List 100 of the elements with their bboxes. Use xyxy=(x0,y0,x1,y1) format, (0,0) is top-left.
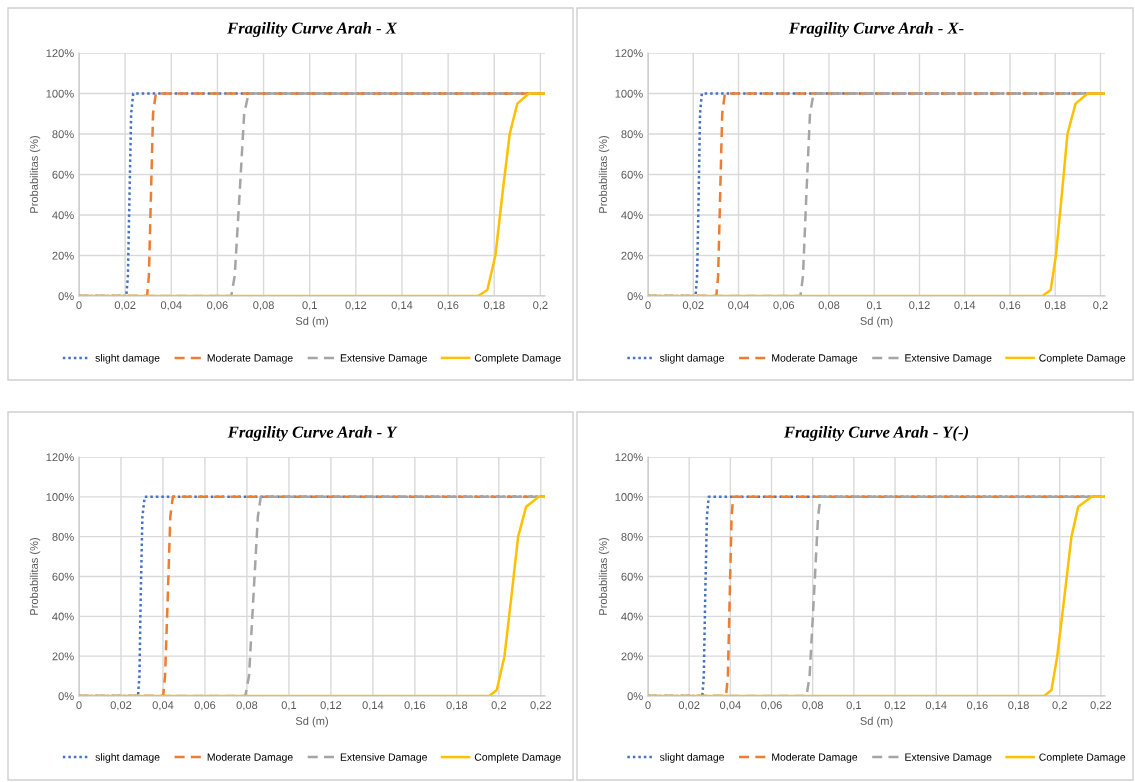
legend-label: Moderate Damage xyxy=(207,753,293,763)
x-tick-label: 0,12 xyxy=(320,701,342,711)
legend-label: Extensive Damage xyxy=(340,753,427,763)
x-tick-label: 0,08 xyxy=(802,701,824,711)
y-tick-label: 40% xyxy=(621,612,643,621)
x-tick-label: 0,1 xyxy=(866,301,882,311)
y-tick-label: 80% xyxy=(52,532,74,541)
x-tick-label: 0,06 xyxy=(761,701,782,711)
chart-title: Fragility Curve Arah - X xyxy=(227,21,398,38)
legend-label: Moderate Damage xyxy=(207,353,293,364)
y-tick-label: 40% xyxy=(621,211,643,220)
y-tick-label: 100% xyxy=(46,89,74,98)
y-axis-title: Probabilitas (%) xyxy=(29,135,41,213)
x-tick-label: 0,06 xyxy=(194,701,216,711)
y-tick-label: 60% xyxy=(52,572,74,581)
y-tick-label: 120% xyxy=(46,453,74,462)
y-tick-label: 20% xyxy=(52,652,74,661)
x-tick-label: 0,2 xyxy=(1093,301,1108,311)
y-tick-label: 60% xyxy=(621,572,643,581)
y-tick-label: 60% xyxy=(52,170,74,179)
x-tick-label: 0,08 xyxy=(818,301,840,311)
x-tick-label: 0,2 xyxy=(491,701,506,711)
x-tick-label: 0,12 xyxy=(884,701,906,711)
y-axis-title: Probabilitas (%) xyxy=(598,135,610,213)
x-tick-label: 0,16 xyxy=(966,701,988,711)
y-tick-label: 40% xyxy=(52,612,74,621)
y-axis-title: Probabilitas (%) xyxy=(29,537,41,615)
y-tick-label: 0% xyxy=(58,292,74,301)
legend-label: Complete Damage xyxy=(1039,353,1126,364)
x-tick-label: 0 xyxy=(76,701,82,710)
legend-label: Moderate Damage xyxy=(772,753,858,763)
x-tick-label: 0,2 xyxy=(533,301,548,311)
chart-title: Fragility Curve Arah - X- xyxy=(788,21,964,38)
y-tick-label: 120% xyxy=(46,49,74,58)
x-axis-title: Sd (m) xyxy=(860,316,893,328)
x-tick-label: 0,14 xyxy=(391,301,413,311)
y-tick-label: 20% xyxy=(621,652,643,661)
y-tick-label: 20% xyxy=(52,251,74,260)
x-tick-label: 0,1 xyxy=(846,701,862,711)
y-tick-label: 80% xyxy=(621,130,643,139)
x-tick-label: 0,18 xyxy=(446,701,468,711)
x-axis-title: Sd (m) xyxy=(295,316,328,328)
x-tick-label: 0,16 xyxy=(404,701,426,711)
y-tick-label: 120% xyxy=(615,49,643,58)
x-tick-label: 0,02 xyxy=(110,701,132,711)
x-tick-label: 0,04 xyxy=(719,701,741,711)
x-tick-label: 0,22 xyxy=(1090,701,1112,711)
x-tick-label: 0,14 xyxy=(954,301,976,311)
x-tick-label: 0,12 xyxy=(909,301,930,311)
y-tick-label: 80% xyxy=(621,532,643,541)
x-tick-label: 0,06 xyxy=(207,301,228,311)
x-tick-label: 0,16 xyxy=(437,301,459,311)
legend-label: slight damage xyxy=(659,753,725,763)
x-tick-label: 0,14 xyxy=(925,701,947,711)
x-tick-label: 0,2 xyxy=(1052,701,1067,711)
legend-label: Complete Damage xyxy=(474,353,561,364)
x-tick-label: 0 xyxy=(645,701,651,710)
x-tick-label: 0,02 xyxy=(682,301,704,311)
x-axis-title: Sd (m) xyxy=(295,716,328,728)
legend-label: Extensive Damage xyxy=(905,353,992,364)
x-tick-label: 0 xyxy=(76,301,82,310)
legend-label: slight damage xyxy=(95,353,160,364)
y-tick-label: 40% xyxy=(52,211,74,220)
y-tick-label: 120% xyxy=(615,453,643,462)
y-tick-label: 100% xyxy=(46,493,74,501)
x-tick-label: 0,08 xyxy=(236,701,258,711)
x-tick-label: 0,18 xyxy=(1008,701,1029,711)
y-axis-title: Probabilitas (%) xyxy=(598,537,610,615)
x-tick-label: 0,04 xyxy=(152,701,174,711)
x-tick-label: 0,16 xyxy=(999,301,1021,311)
y-tick-label: 80% xyxy=(52,130,74,139)
x-tick-label: 0,12 xyxy=(345,301,367,311)
x-tick-label: 0,08 xyxy=(253,301,274,311)
legend-label: Extensive Damage xyxy=(340,353,427,364)
x-tick-label: 0,1 xyxy=(302,301,317,311)
legend-label: Moderate Damage xyxy=(772,353,858,364)
x-tick-label: 0,18 xyxy=(1044,301,1066,311)
x-tick-label: 0,18 xyxy=(483,301,505,311)
x-axis-title: Sd (m) xyxy=(860,716,893,728)
x-tick-label: 0 xyxy=(645,301,651,310)
y-tick-label: 20% xyxy=(621,251,643,260)
y-tick-label: 60% xyxy=(621,170,643,179)
chart-title: Fragility Curve Arah - Y(-) xyxy=(783,425,969,442)
legend-label: Extensive Damage xyxy=(905,753,992,763)
y-tick-label: 0% xyxy=(58,692,74,701)
x-tick-label: 0,14 xyxy=(362,701,384,711)
x-tick-label: 0,02 xyxy=(678,701,700,711)
x-tick-label: 0,04 xyxy=(160,301,182,311)
x-tick-label: 0,02 xyxy=(114,301,136,311)
x-tick-label: 0,22 xyxy=(530,701,552,711)
y-tick-label: 0% xyxy=(627,692,643,701)
x-tick-label: 0,04 xyxy=(728,301,749,311)
legend-label: Complete Damage xyxy=(1039,753,1126,763)
legend-label: slight damage xyxy=(659,353,725,364)
y-tick-label: 100% xyxy=(615,493,643,501)
legend-label: Complete Damage xyxy=(474,753,561,763)
legend-label: slight damage xyxy=(95,753,160,763)
y-tick-label: 0% xyxy=(627,292,643,301)
y-tick-label: 100% xyxy=(615,89,643,98)
x-tick-label: 0,06 xyxy=(773,301,795,311)
